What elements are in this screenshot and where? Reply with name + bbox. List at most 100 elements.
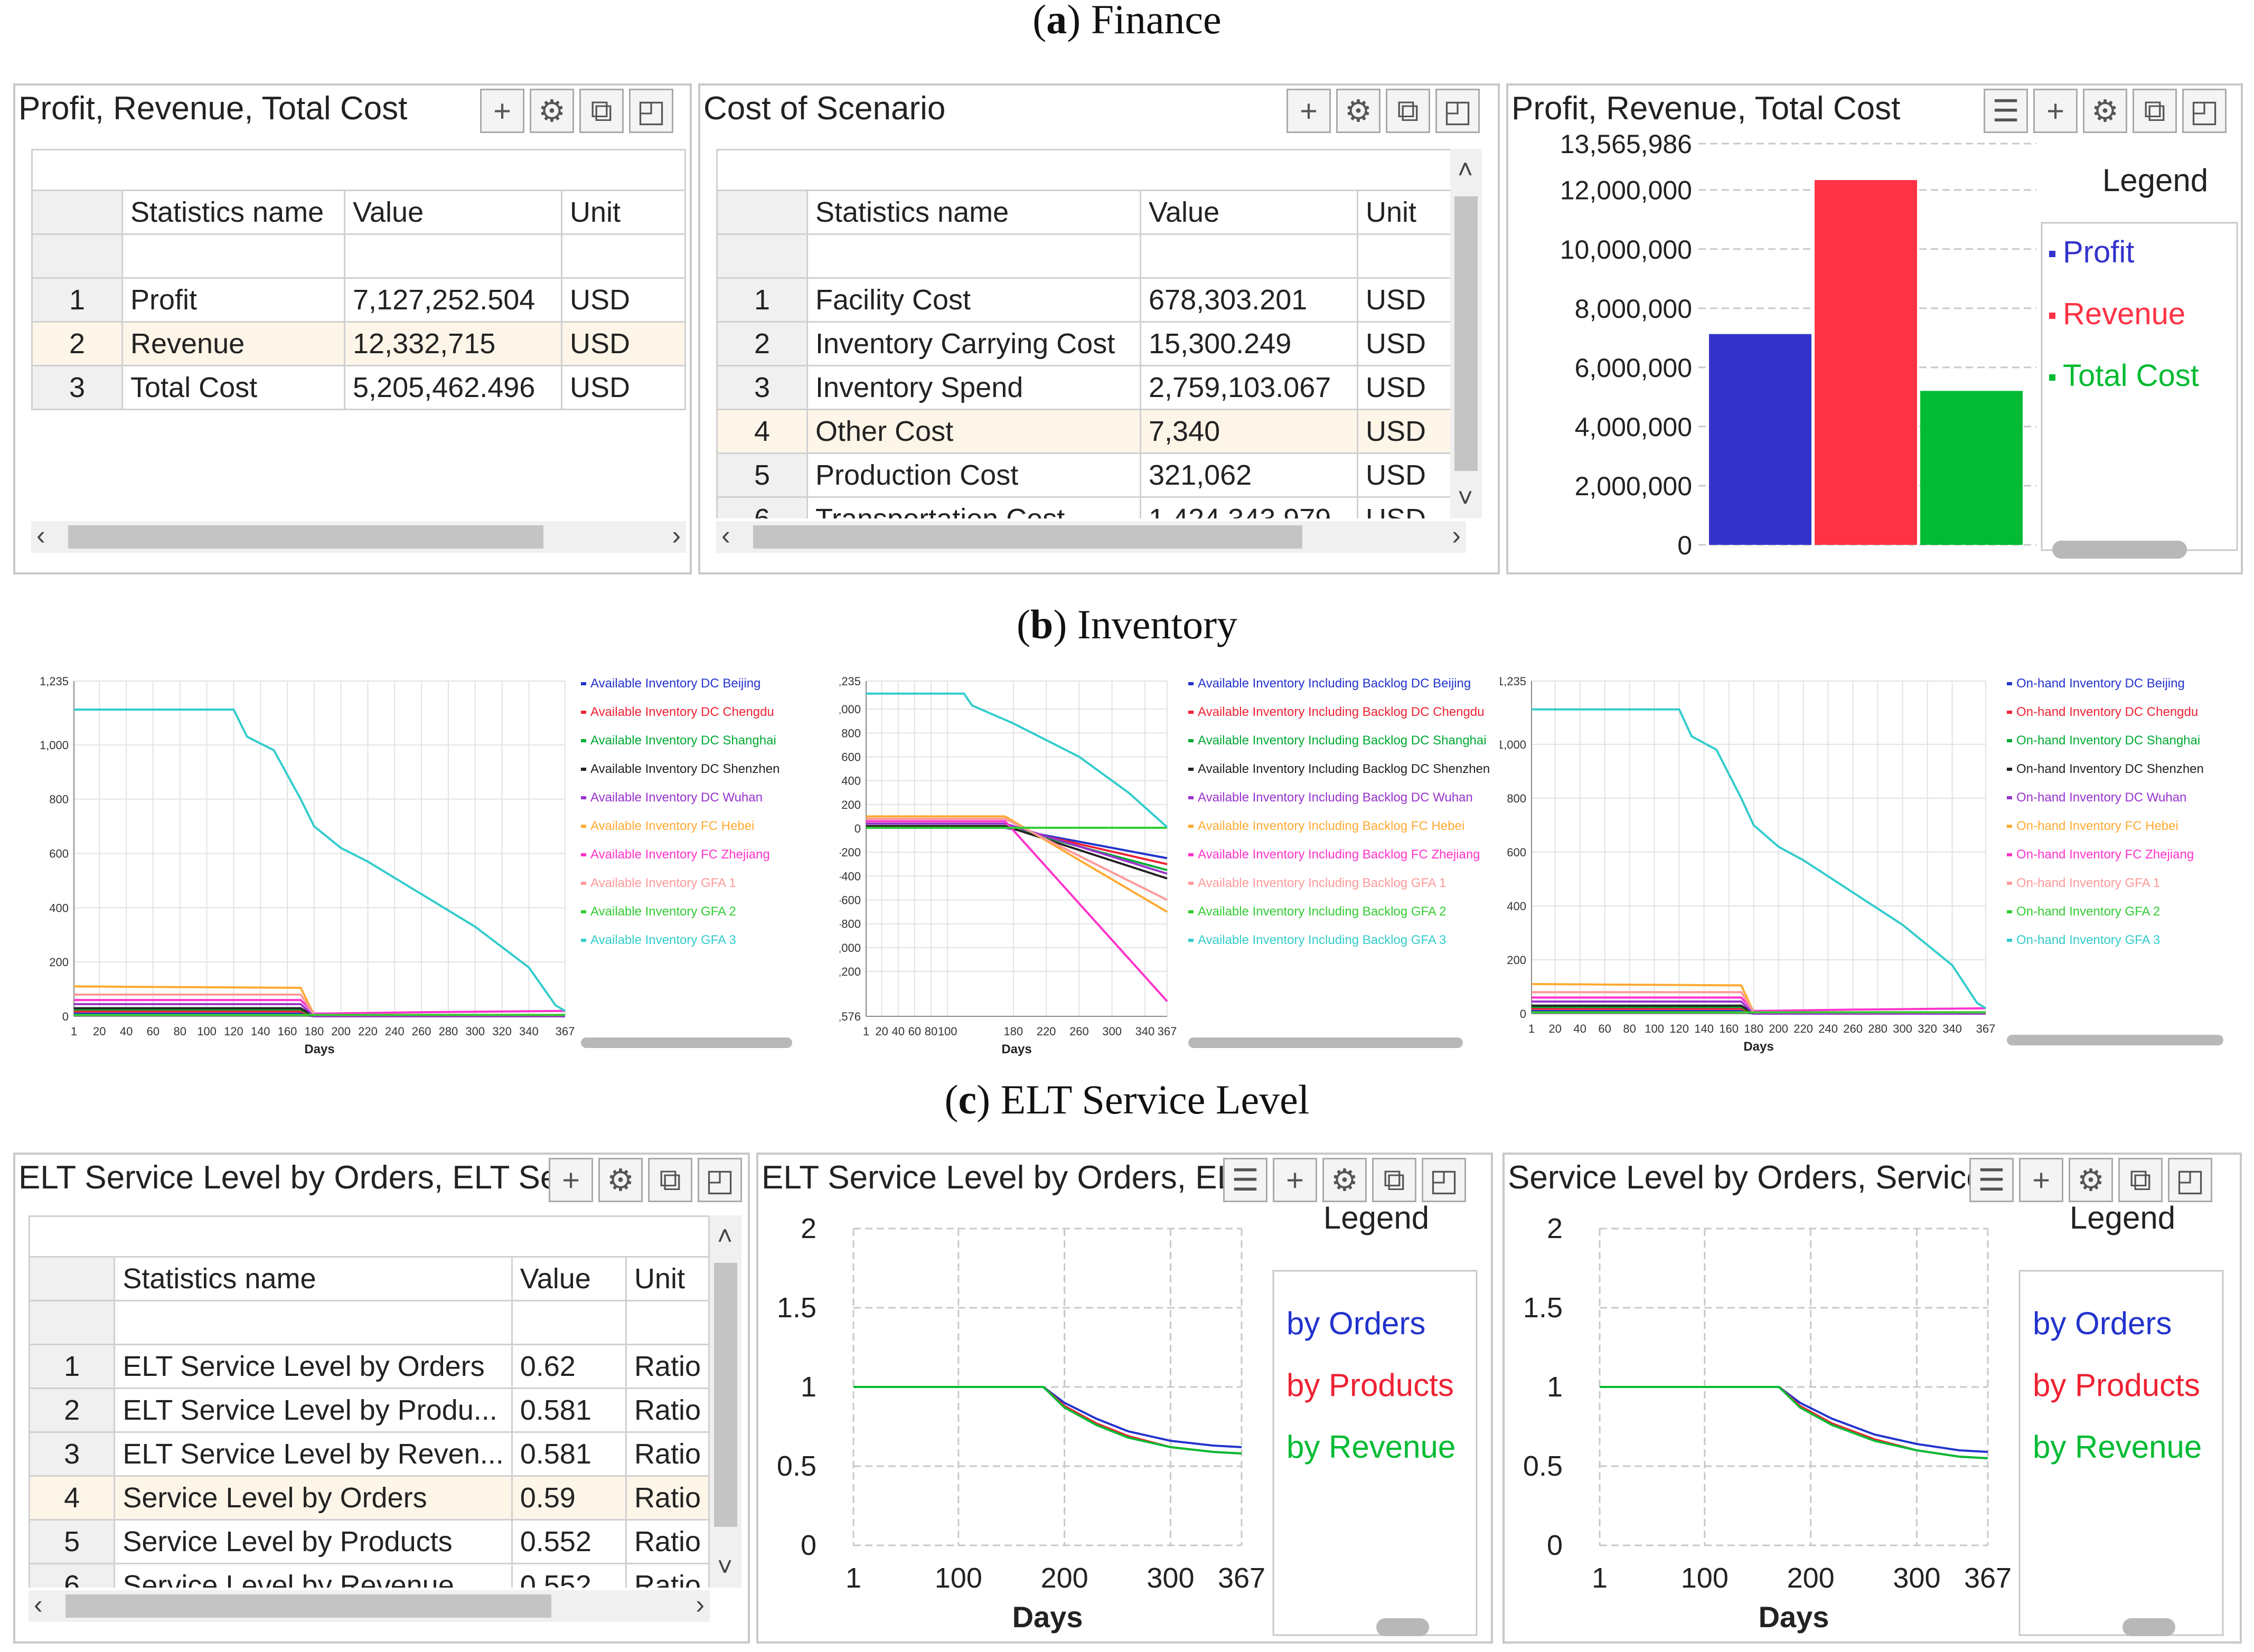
y-tick-label: 600: [1507, 846, 1526, 859]
y-tick-label: 8,000,000: [1575, 294, 1692, 324]
gear-icon[interactable]: ⚙: [1322, 1158, 1367, 1202]
maximize-icon[interactable]: ◰: [1422, 1158, 1466, 1202]
copy-icon[interactable]: ⧉: [2133, 89, 2177, 133]
list-icon[interactable]: ☰: [1969, 1158, 2014, 1202]
cell-unit: USD: [1357, 452, 1466, 498]
x-tick-label: 220: [1037, 1025, 1056, 1038]
table-row[interactable]: 2 ELT Service Level by Produ... 0.581 Ratio: [29, 1387, 710, 1433]
scroll-right-icon[interactable]: ›: [696, 1590, 705, 1619]
corner-cell: [29, 1300, 116, 1345]
vertical-scrollbar[interactable]: ˄ ˅: [1450, 149, 1482, 518]
list-icon[interactable]: ☰: [1223, 1158, 1267, 1202]
column-header[interactable]: Unit: [561, 190, 686, 235]
scroll-down-icon[interactable]: ˅: [1458, 483, 1473, 513]
legend-item: On-hand Inventory DC Chengdu: [2016, 705, 2198, 719]
legend-title: Legend: [2070, 1200, 2175, 1235]
add-icon[interactable]: +: [1273, 1158, 1317, 1202]
scroll-thumb[interactable]: [753, 525, 1302, 549]
maximize-icon[interactable]: ◰: [698, 1158, 742, 1202]
column-header[interactable]: Value: [1140, 190, 1358, 235]
caption-text: ELT Service Level: [1000, 1077, 1310, 1122]
copy-icon[interactable]: ⧉: [1386, 89, 1430, 133]
maximize-icon[interactable]: ◰: [2168, 1158, 2212, 1202]
vertical-scrollbar[interactable]: ˄ ˅: [710, 1215, 741, 1588]
scroll-left-icon[interactable]: ‹: [721, 521, 730, 550]
table-row[interactable]: 3 ELT Service Level by Reven... 0.581 Ratio: [29, 1431, 710, 1477]
scroll-thumb[interactable]: [65, 1594, 551, 1618]
x-tick-label: 1: [71, 1025, 77, 1038]
maximize-icon[interactable]: ◰: [1435, 89, 1480, 133]
legend-swatch: [581, 768, 586, 771]
panel-toolbar: + ⚙ ⧉ ◰: [549, 1158, 742, 1202]
add-icon[interactable]: +: [549, 1158, 593, 1202]
column-header[interactable]: Value: [344, 190, 562, 235]
table-row[interactable]: 1 Facility Cost 678,303.201 USD: [716, 277, 1466, 323]
scroll-thumb[interactable]: [1454, 196, 1478, 471]
column-header[interactable]: Unit: [625, 1256, 710, 1301]
legend-item: Revenue: [2063, 297, 2185, 331]
scroll-left-icon[interactable]: ‹: [36, 521, 45, 550]
horizontal-scrollbar[interactable]: ‹ ›: [31, 521, 686, 553]
table-row[interactable]: 4 Service Level by Orders 0.59 Ratio: [29, 1475, 710, 1521]
horizontal-scrollbar[interactable]: ‹ ›: [29, 1590, 710, 1622]
legend-item: Available Inventory GFA 1: [590, 876, 736, 890]
scroll-thumb[interactable]: [68, 525, 543, 549]
copy-icon[interactable]: ⧉: [2118, 1158, 2163, 1202]
add-icon[interactable]: +: [2019, 1158, 2063, 1202]
table-row[interactable]: 4 Other Cost 7,340 USD: [716, 409, 1466, 454]
table-row[interactable]: 1 ELT Service Level by Orders 0.62 Ratio: [29, 1344, 710, 1389]
y-tick-label: 1,235: [40, 675, 69, 688]
table-row[interactable]: 2 Revenue 12,332,715 USD: [31, 321, 686, 366]
table-row[interactable]: 5 Service Level by Products 0.552 Ratio: [29, 1519, 710, 1564]
column-header[interactable]: Unit: [1357, 190, 1466, 235]
elt-chart-panel-2: Service Level by Orders, Service ☰ + ⚙ ⧉…: [1502, 1153, 2242, 1644]
table-row[interactable]: 5 Production Cost 321,062 USD: [716, 452, 1466, 498]
legend-swatch: [2049, 251, 2055, 257]
copy-icon[interactable]: ⧉: [579, 89, 624, 133]
legend-item: Available Inventory DC Beijing: [590, 676, 760, 691]
gear-icon[interactable]: ⚙: [2083, 89, 2127, 133]
column-header[interactable]: Statistics name: [121, 190, 345, 235]
scroll-left-icon[interactable]: ‹: [34, 1590, 43, 1619]
horizontal-scrollbar[interactable]: ‹ ›: [716, 521, 1466, 553]
scroll-thumb[interactable]: [714, 1263, 737, 1527]
scroll-right-icon[interactable]: ›: [672, 521, 681, 550]
list-icon[interactable]: ☰: [1984, 89, 2028, 133]
add-icon[interactable]: +: [2033, 89, 2078, 133]
series-line: [866, 820, 1168, 1002]
table-row[interactable]: 3 Inventory Spend 2,759,103.067 USD: [716, 365, 1466, 410]
column-header[interactable]: Statistics name: [114, 1256, 513, 1301]
column-header[interactable]: Value: [511, 1256, 627, 1301]
cell-name: ELT Service Level by Orders: [114, 1344, 513, 1389]
scroll-down-icon[interactable]: ˅: [717, 1552, 733, 1582]
copy-icon[interactable]: ⧉: [1372, 1158, 1416, 1202]
gear-icon[interactable]: ⚙: [530, 89, 574, 133]
legend-item: Available Inventory GFA 3: [590, 933, 736, 947]
y-tick-label: -1,576: [840, 1010, 861, 1023]
gear-icon[interactable]: ⚙: [2069, 1158, 2113, 1202]
scroll-right-icon[interactable]: ›: [1452, 521, 1461, 550]
copy-icon[interactable]: ⧉: [648, 1158, 692, 1202]
cell-value: 2,759,103.067: [1140, 365, 1358, 410]
maximize-icon[interactable]: ◰: [2182, 89, 2227, 133]
maximize-icon[interactable]: ◰: [629, 89, 673, 133]
gear-icon[interactable]: ⚙: [1336, 89, 1380, 133]
table-row[interactable]: 2 Inventory Carrying Cost 15,300.249 USD: [716, 321, 1466, 366]
legend-item: On-hand Inventory DC Wuhan: [2016, 790, 2186, 805]
add-icon[interactable]: +: [1286, 89, 1331, 133]
table-row[interactable]: 3 Total Cost 5,205,462.496 USD: [31, 365, 686, 410]
cell-value: 0.581: [511, 1387, 627, 1433]
add-icon[interactable]: +: [480, 89, 524, 133]
legend-item: On-hand Inventory GFA 2: [2016, 904, 2160, 919]
legend-item: Available Inventory Including Backlog DC…: [1198, 762, 1490, 776]
finance-table-panel: Profit, Revenue, Total Cost + ⚙ ⧉ ◰ Stat…: [13, 83, 692, 574]
table-row[interactable]: 1 Profit 7,127,252.504 USD: [31, 277, 686, 323]
corner-cell: [31, 233, 123, 279]
table-row[interactable]: 6 Service Level by Revenue 0.552 Ratio: [29, 1563, 710, 1588]
scroll-up-icon[interactable]: ˄: [717, 1221, 733, 1251]
column-header[interactable]: Statistics name: [806, 190, 1141, 235]
scroll-up-icon[interactable]: ˄: [1458, 155, 1473, 184]
gear-icon[interactable]: ⚙: [598, 1158, 643, 1202]
y-tick-label: 0.5: [777, 1450, 816, 1482]
